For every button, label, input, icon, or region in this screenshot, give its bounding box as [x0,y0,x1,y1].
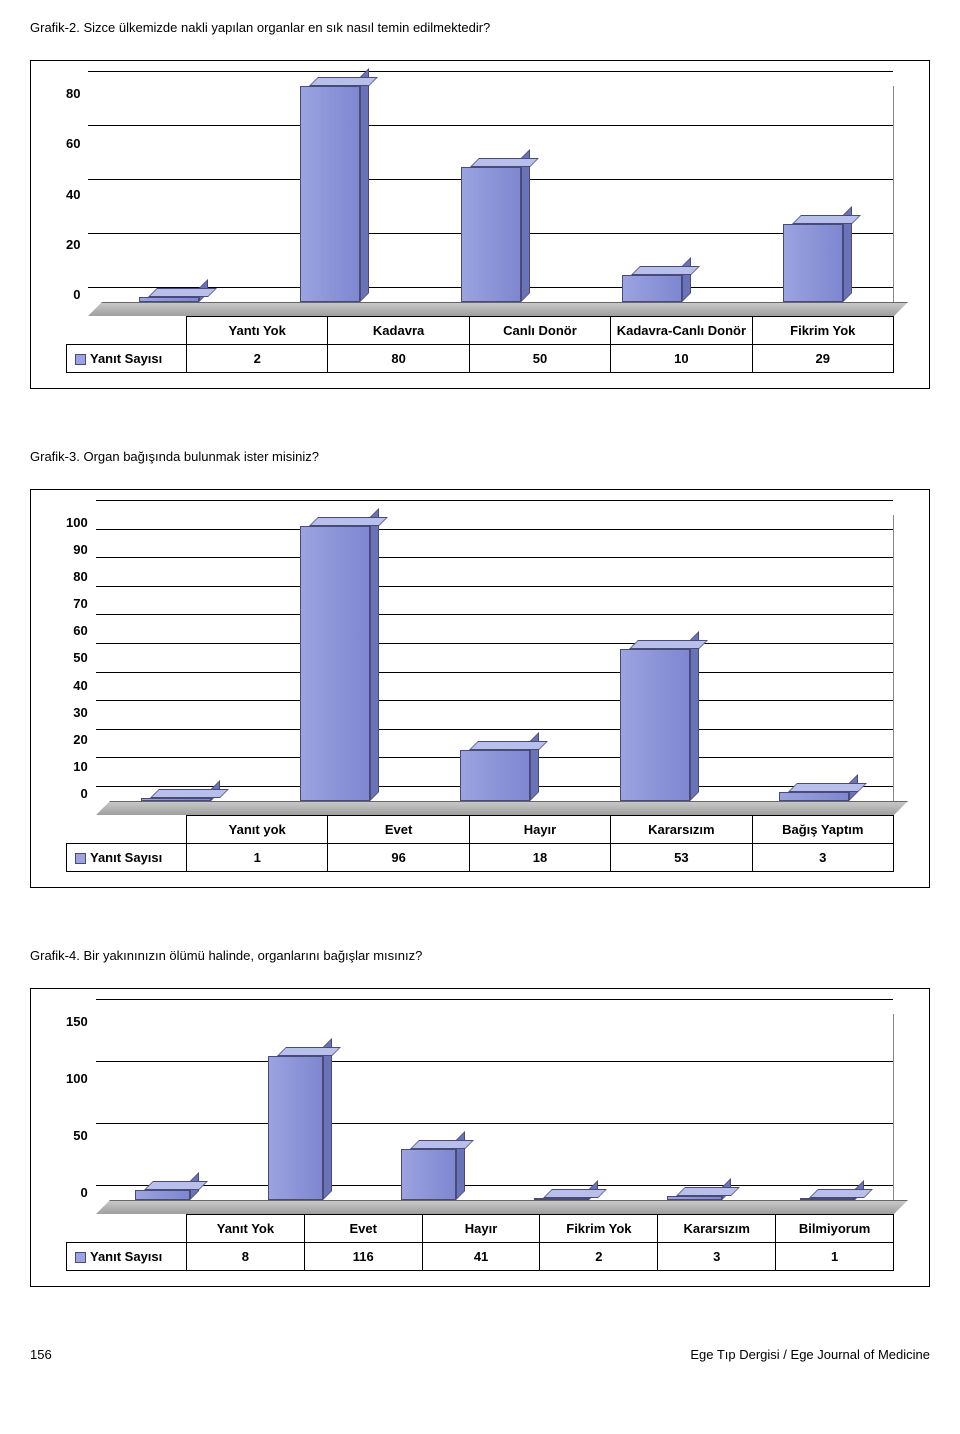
chart-bar [779,792,849,801]
chart2-plot-area [88,86,894,316]
chart2-y-axis: 80 60 40 20 0 [66,86,88,316]
chart2-container: 80 60 40 20 0 Yantı YokKadavraCanlı DonörKad… [30,60,930,389]
y-tick-label: 0 [80,1185,87,1200]
y-tick-label: 20 [66,237,80,252]
y-tick-label: 40 [73,678,87,693]
chart-bar [141,798,211,801]
y-tick-label: 0 [80,786,87,801]
chart-bar [268,1056,323,1200]
data-cell: 80 [328,345,469,373]
y-tick-label: 10 [73,759,87,774]
y-tick-label: 20 [73,732,87,747]
chart-bar [534,1198,589,1200]
y-tick-label: 60 [66,136,80,151]
chart4-container: 150 100 50 0 Yanıt YokEvetHayırFikrim YokKa… [30,988,930,1287]
data-cell: 3 [752,844,893,872]
chart2-data-table: Yantı YokKadavraCanlı DonörKadavra-Canlı… [66,316,894,373]
chart-bar [460,750,530,801]
chart-bar [300,86,360,302]
data-cell: 2 [187,345,328,373]
chart-bar [135,1190,190,1200]
data-cell: 1 [776,1243,894,1271]
data-cell: 18 [469,844,610,872]
y-tick-label: 50 [73,1128,87,1143]
chart-bar [620,649,690,801]
legend-swatch-icon [75,354,86,365]
category-header: Hayır [422,1215,540,1243]
chart4-title: Grafik-4. Bir yakınınızın ölümü halinde,… [30,948,930,963]
chart-bar [667,1196,722,1200]
category-header: Fikrim Yok [540,1215,658,1243]
data-cell: 41 [422,1243,540,1271]
data-cell: 29 [752,345,893,373]
chart-bar [139,297,199,302]
legend-swatch-icon [75,1252,86,1263]
category-header: Kararsızım [658,1215,776,1243]
chart2-title: Grafik-2. Sizce ülkemizde nakli yapılan … [30,20,930,35]
chart-bar [401,1149,456,1200]
data-cell: 8 [187,1243,305,1271]
data-cell: 3 [658,1243,776,1271]
category-header: Kadavra [328,317,469,345]
chart3-plot-area [96,515,894,815]
y-tick-label: 100 [66,1071,88,1086]
legend-swatch-icon [75,853,86,864]
series-legend: Yanıt Sayısı [67,1243,187,1271]
chart3-y-axis: 1009080706050403020100 [66,515,96,815]
category-header: Canlı Donör [469,317,610,345]
category-header: Yanıt Yok [187,1215,305,1243]
chart-bar [783,224,843,302]
y-tick-label: 70 [73,596,87,611]
chart-bar [622,275,682,302]
y-tick-label: 150 [66,1014,88,1029]
y-tick-label: 100 [66,515,88,530]
y-tick-label: 30 [73,705,87,720]
y-tick-label: 50 [73,650,87,665]
category-header: Evet [328,816,469,844]
chart-bar [300,526,370,801]
data-cell: 2 [540,1243,658,1271]
chart-bar [800,1198,855,1200]
data-cell: 53 [611,844,752,872]
page-number: 156 [30,1347,52,1362]
data-cell: 10 [611,345,752,373]
chart4-plot-area [96,1014,894,1214]
series-legend: Yanıt Sayısı [67,844,187,872]
category-header: Kararsızım [611,816,752,844]
data-cell: 96 [328,844,469,872]
data-cell: 116 [304,1243,422,1271]
y-tick-label: 60 [73,623,87,638]
category-header: Hayır [469,816,610,844]
category-header: Yanıt yok [187,816,328,844]
category-header: Bağış Yaptım [752,816,893,844]
page-footer: 156 Ege Tıp Dergisi / Ege Journal of Med… [30,1347,930,1362]
category-header: Kadavra-Canlı Donör [611,317,752,345]
chart3-title: Grafik-3. Organ bağışında bulunmak ister… [30,449,930,464]
data-cell: 1 [187,844,328,872]
y-tick-label: 40 [66,187,80,202]
chart3-container: 1009080706050403020100 Yanıt yokEvetHayı… [30,489,930,888]
chart4-y-axis: 150 100 50 0 [66,1014,96,1214]
series-legend: Yanıt Sayısı [67,345,187,373]
journal-name: Ege Tıp Dergisi / Ege Journal of Medicin… [690,1347,930,1362]
category-header: Bilmiyorum [776,1215,894,1243]
chart-bar [461,167,521,302]
category-header: Yantı Yok [187,317,328,345]
y-tick-label: 80 [73,569,87,584]
chart3-data-table: Yanıt yokEvetHayırKararsızımBağış Yaptım… [66,815,894,872]
category-header: Evet [304,1215,422,1243]
chart4-data-table: Yanıt YokEvetHayırFikrim YokKararsızımBi… [66,1214,894,1271]
data-cell: 50 [469,345,610,373]
y-tick-label: 80 [66,86,80,101]
y-tick-label: 90 [73,542,87,557]
y-tick-label: 0 [73,287,80,302]
category-header: Fikrim Yok [752,317,893,345]
